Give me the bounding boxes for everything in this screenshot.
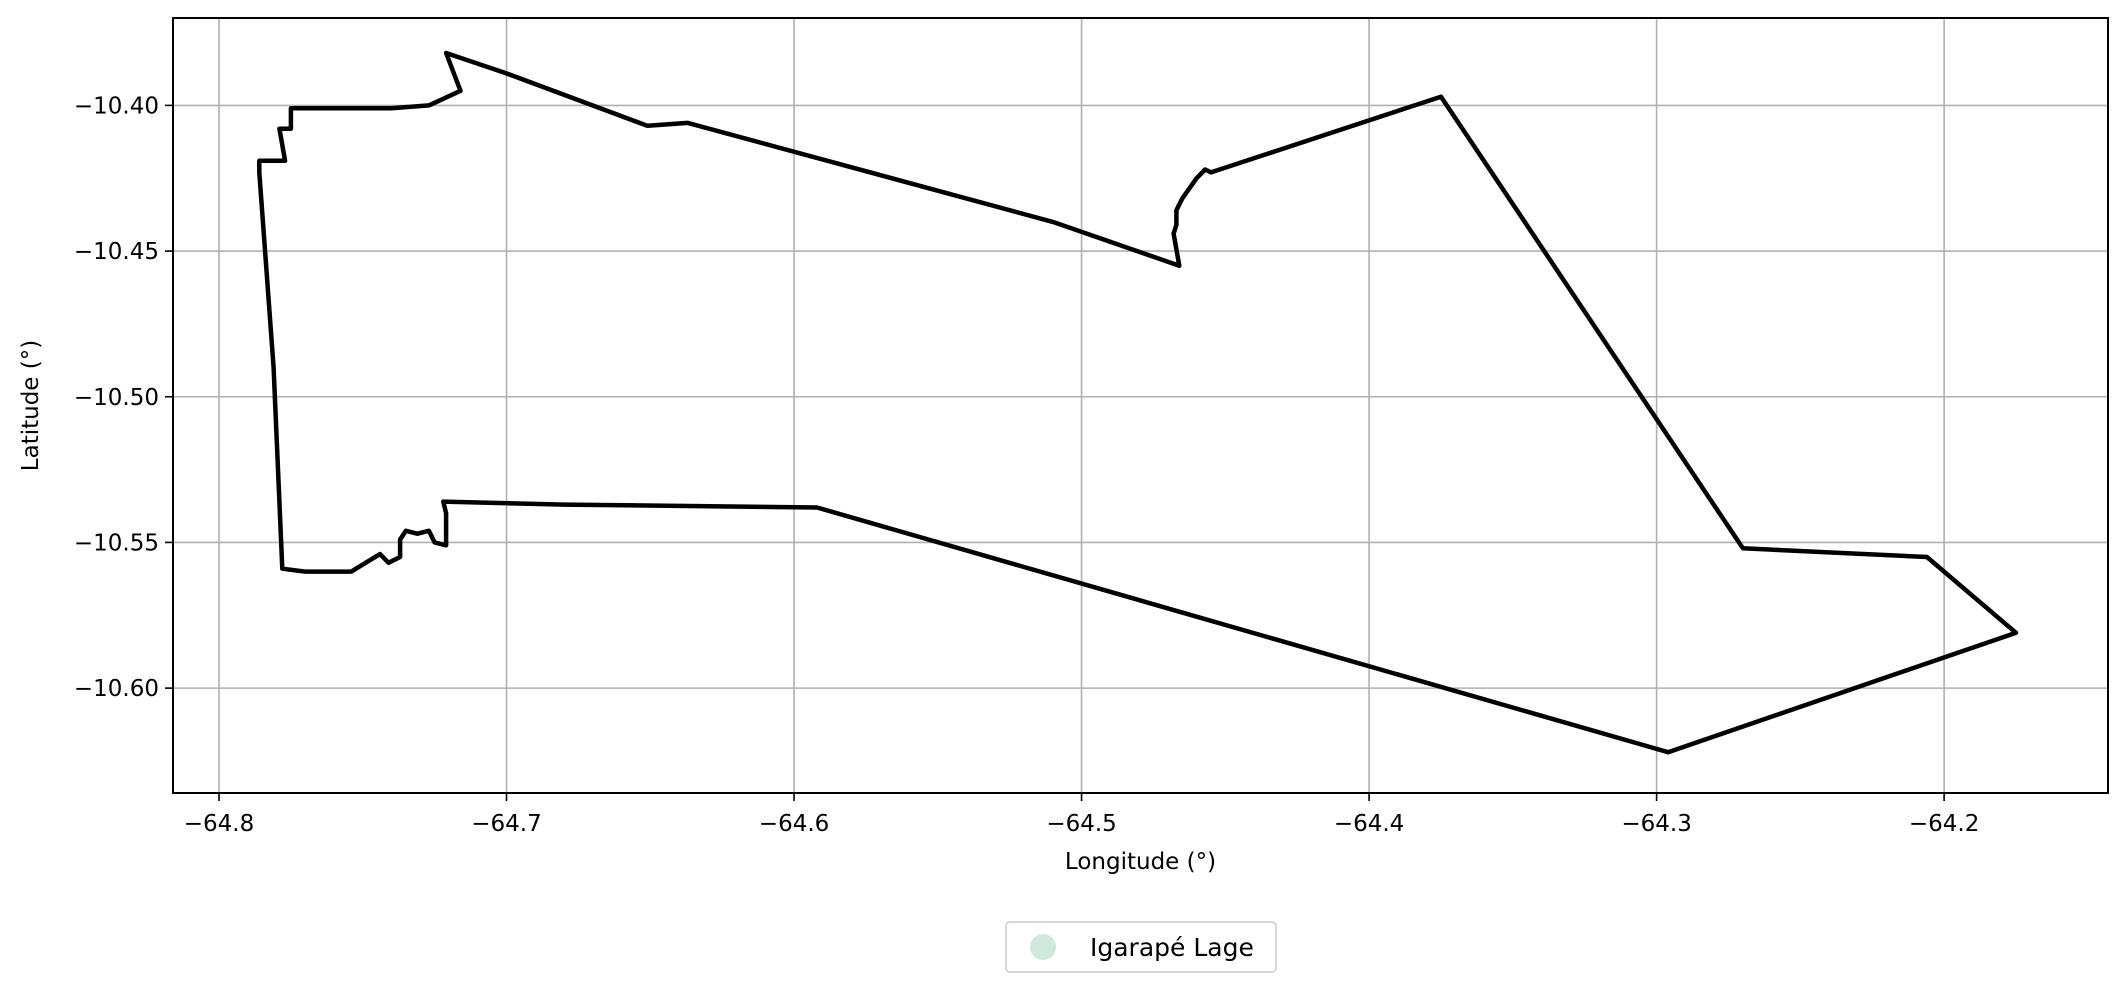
legend-label: Igarapé Lage bbox=[1090, 933, 1254, 962]
boundary-layer bbox=[257, 50, 2019, 755]
x-tick-label: −64.5 bbox=[1046, 811, 1116, 837]
x-axis-title: Longitude (°) bbox=[1065, 849, 1216, 875]
y-tick-label: −10.40 bbox=[74, 93, 159, 119]
x-tick-label: −64.8 bbox=[184, 811, 254, 837]
x-tick-label: −64.3 bbox=[1621, 811, 1691, 837]
x-tick-label: −64.6 bbox=[759, 811, 829, 837]
x-tick-label: −64.2 bbox=[1909, 811, 1979, 837]
axis-ticks: −64.8 −64.7 −64.6 −64.5 −64.4 −64.3 −64.2 −10.4… bbox=[74, 93, 1979, 837]
y-tick-label: −10.60 bbox=[74, 676, 159, 702]
legend-box bbox=[1005, 921, 1277, 973]
y-tick-label: −10.45 bbox=[74, 239, 159, 265]
legend-marker bbox=[1030, 934, 1056, 960]
legend: Igarapé Lage bbox=[1005, 921, 1277, 973]
boundary-polygon bbox=[257, 50, 2019, 755]
x-tick-label: −64.7 bbox=[471, 811, 541, 837]
y-tick-label: −10.55 bbox=[74, 530, 159, 556]
x-tick-label: −64.4 bbox=[1334, 811, 1404, 837]
axes-frame bbox=[172, 17, 2109, 794]
y-axis-title: Latitude (°) bbox=[18, 340, 44, 471]
y-tick-label: −10.50 bbox=[74, 385, 159, 411]
